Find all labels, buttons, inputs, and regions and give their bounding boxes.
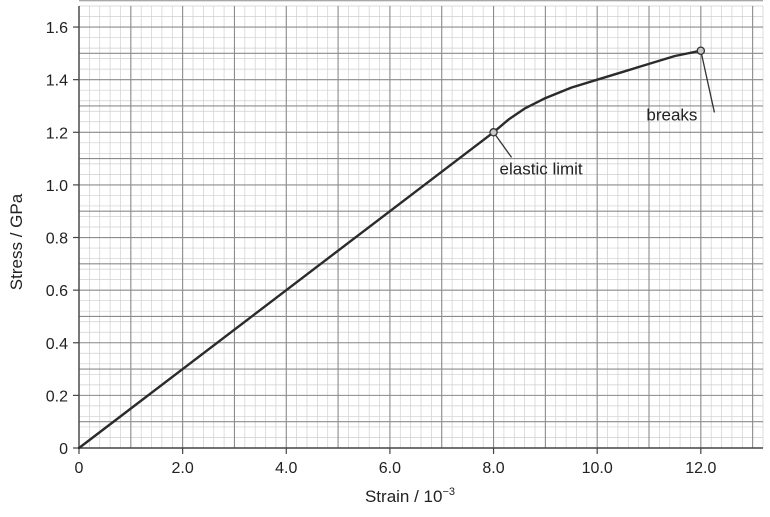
y-tick-labels: 0 0.2 0.4 0.6 0.8 1.0 1.2 1.4 1.6 [46, 20, 79, 458]
x-tick-label: 0 [75, 460, 84, 477]
series-layer [77, 49, 702, 450]
x-axis-label: Strain / 10−3 [365, 486, 455, 506]
x-tick-label: 4.0 [275, 460, 297, 477]
annotation-leader-line [700, 50, 716, 113]
annotation-breaks: breaks [646, 46, 716, 124]
y-tick-label: 1.2 [46, 125, 68, 142]
x-tick-label: 8.0 [482, 460, 504, 477]
x-axis-label-main: Strain / 10 [365, 487, 443, 506]
annotation-point-marker [696, 46, 706, 55]
breaks-label: breaks [646, 105, 697, 124]
minor-grid [78, 5, 764, 449]
annotation-elastic-limit: elastic limit [489, 128, 583, 178]
x-tick-labels: 0 2.0 4.0 6.0 8.0 10.0 12.0 [75, 448, 716, 477]
annotation-leader-line [493, 131, 513, 158]
x-tick-label: 2.0 [172, 460, 194, 477]
annotation-point-marker [489, 128, 498, 137]
y-axis-label: Stress / GPa [7, 193, 26, 290]
elastic-limit-label: elastic limit [500, 159, 583, 178]
annotations-layer: elastic limit breaks [489, 46, 716, 178]
stress-strain-curve [77, 49, 702, 450]
y-tick-label: 0.8 [46, 231, 68, 248]
x-tick-label: 6.0 [379, 460, 401, 477]
y-tick-label: 1.6 [46, 20, 68, 37]
y-tick-label: 0.6 [46, 283, 68, 300]
major-grid [78, 0, 763, 449]
y-tick-label: 0.2 [46, 388, 68, 405]
x-axis-label-exponent: −3 [442, 486, 455, 498]
y-tick-label: 0.4 [46, 336, 68, 353]
y-tick-label: 1.0 [46, 178, 68, 195]
y-tick-label: 0 [59, 441, 68, 458]
x-tick-label: 12.0 [685, 460, 716, 477]
x-tick-label: 10.0 [582, 460, 613, 477]
y-tick-label: 1.4 [46, 73, 68, 90]
